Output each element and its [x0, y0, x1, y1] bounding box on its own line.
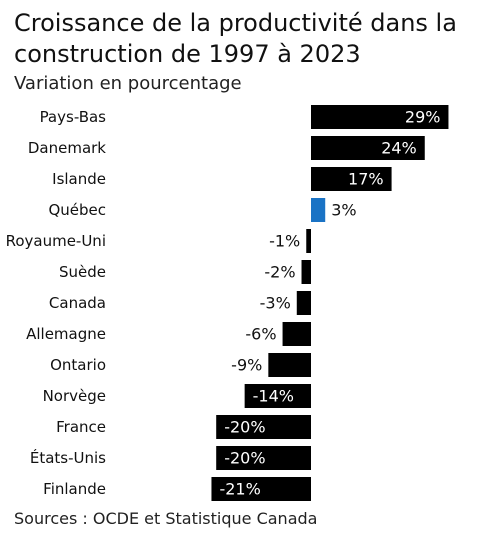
bar	[311, 167, 392, 191]
bar	[216, 415, 311, 439]
bar	[282, 322, 311, 346]
data-label: 29%	[405, 108, 441, 127]
bar-chart: Pays-Bas 29% Danemark 24% Islande 17% Québec 3%…	[6, 105, 449, 501]
category-label: Royaume-Uni	[6, 232, 106, 250]
category-label: Finlande	[43, 480, 106, 498]
category-label: Danemark	[28, 139, 106, 157]
data-label: -20%	[224, 449, 265, 468]
data-label: -20%	[224, 418, 265, 437]
bar	[306, 229, 311, 253]
data-label: -21%	[219, 480, 260, 499]
category-label: Ontario	[50, 356, 106, 374]
data-label: 17%	[348, 170, 384, 189]
category-label: France	[56, 418, 106, 436]
bar	[311, 198, 326, 222]
data-label: -14%	[253, 387, 294, 406]
category-label: Suède	[59, 263, 106, 281]
data-label: -9%	[231, 356, 262, 375]
data-label: -2%	[264, 263, 295, 282]
bar	[211, 477, 311, 501]
chart-subtitle: Variation en pourcentage	[14, 73, 242, 94]
data-label: -3%	[260, 294, 291, 313]
data-label: -6%	[245, 325, 276, 344]
category-label: Pays-Bas	[40, 108, 107, 126]
category-label: Islande	[52, 170, 106, 188]
bar	[268, 353, 311, 377]
data-label: 3%	[331, 201, 356, 220]
category-label: Norvège	[43, 387, 106, 405]
bar	[311, 136, 425, 160]
bar	[296, 291, 311, 315]
bar	[311, 105, 449, 129]
bar	[244, 384, 311, 408]
category-label: Québec	[48, 201, 106, 219]
bar	[216, 446, 311, 470]
bar	[301, 260, 311, 284]
data-label: 24%	[381, 139, 417, 158]
category-label: Allemagne	[26, 325, 106, 343]
chart-title: Croissance de la productivité dans la co…	[14, 9, 457, 68]
source-note: Sources : OCDE et Statistique Canada	[14, 509, 318, 528]
data-label: -1%	[269, 232, 300, 251]
category-label: Canada	[49, 294, 106, 312]
category-label: États-Unis	[30, 448, 106, 467]
